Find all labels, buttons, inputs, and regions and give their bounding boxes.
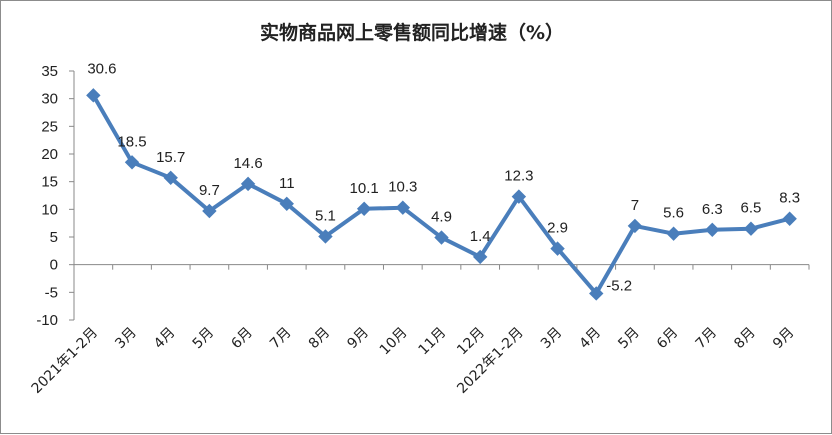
data-point-marker [318, 229, 333, 244]
x-tick-label: 8月 [306, 325, 334, 353]
data-label: 5.6 [663, 205, 684, 222]
y-tick-label: 20 [41, 146, 58, 163]
data-label: -5.2 [606, 277, 632, 294]
y-tick-label: 5 [50, 229, 58, 246]
data-labels: 30.6 18.5 15.7 9.7 14.6 11 5.1 10.1 10.3 4.9 1.4 12… [87, 60, 800, 294]
data-point-marker [589, 286, 604, 301]
x-tick-label: 9月 [770, 325, 798, 353]
x-tick-label: 5月 [615, 325, 643, 353]
y-tick-label: 15 [41, 174, 58, 191]
x-tick-label: 5月 [190, 325, 218, 353]
x-tick-label: 10月 [377, 325, 411, 359]
data-point-marker [666, 226, 681, 241]
data-label: 1.4 [470, 228, 491, 245]
x-tick-label: 6月 [654, 325, 682, 353]
x-tick-label: 7月 [693, 325, 721, 353]
data-label: 14.6 [233, 155, 262, 172]
data-label: 4.9 [431, 209, 452, 226]
y-tick-label: 25 [41, 118, 58, 135]
data-label: 18.5 [117, 133, 146, 150]
data-point-marker [240, 176, 256, 192]
x-tick-label: 12月 [454, 325, 488, 359]
chart-title: 实物商品网上零售额同比增速（%） [260, 21, 564, 44]
data-label: 8.3 [779, 190, 800, 207]
data-point-marker [86, 88, 101, 103]
data-label: 12.3 [504, 168, 533, 185]
x-tick-label: 8月 [731, 325, 759, 353]
data-point-marker [434, 230, 449, 245]
data-label: 6.5 [741, 200, 762, 217]
data-point-marker [124, 155, 140, 170]
data-point-marker [627, 218, 643, 234]
data-point-marker [356, 201, 372, 216]
y-tick-label: -10 [36, 312, 58, 329]
x-tick-label: 4月 [151, 325, 179, 353]
data-point-marker [743, 221, 759, 236]
x-tick-label: 11月 [416, 325, 450, 359]
y-tick-label: 35 [41, 63, 58, 80]
data-label: 11 [279, 175, 295, 192]
y-tick-label: 0 [50, 257, 58, 274]
x-tick-label: 6月 [228, 325, 256, 353]
data-label: 6.3 [702, 201, 723, 218]
data-point-marker [705, 222, 720, 238]
x-tick-label: 3月 [538, 325, 566, 353]
x-tick-label: 2021年1-2月 [29, 325, 101, 397]
data-label: 9.7 [199, 182, 220, 199]
data-label: 7 [631, 197, 639, 214]
data-point-marker [782, 211, 797, 226]
y-tick-label: 10 [41, 201, 58, 218]
data-point-marker [395, 200, 411, 215]
data-label: 5.1 [315, 207, 336, 224]
data-label: 2.9 [547, 220, 568, 237]
data-label: 10.1 [350, 180, 379, 197]
y-tick-label: 30 [41, 91, 58, 108]
data-point-marker [279, 196, 294, 212]
data-label: 30.6 [87, 60, 116, 77]
x-tick-label: 9月 [344, 325, 372, 353]
data-point-marker [472, 249, 488, 265]
y-tick-label: -5 [45, 284, 58, 301]
data-point-marker [163, 170, 178, 186]
x-tick-label: 3月 [112, 325, 140, 353]
x-tick-label: 4月 [577, 325, 605, 353]
data-point-marker [202, 203, 217, 219]
data-label: 15.7 [156, 149, 185, 166]
x-tick-label: 7月 [267, 325, 295, 353]
data-label: 10.3 [388, 179, 417, 196]
series-layer [86, 88, 797, 301]
series-line [91, 94, 791, 296]
data-point-marker [511, 189, 527, 204]
data-point-marker [550, 241, 565, 256]
